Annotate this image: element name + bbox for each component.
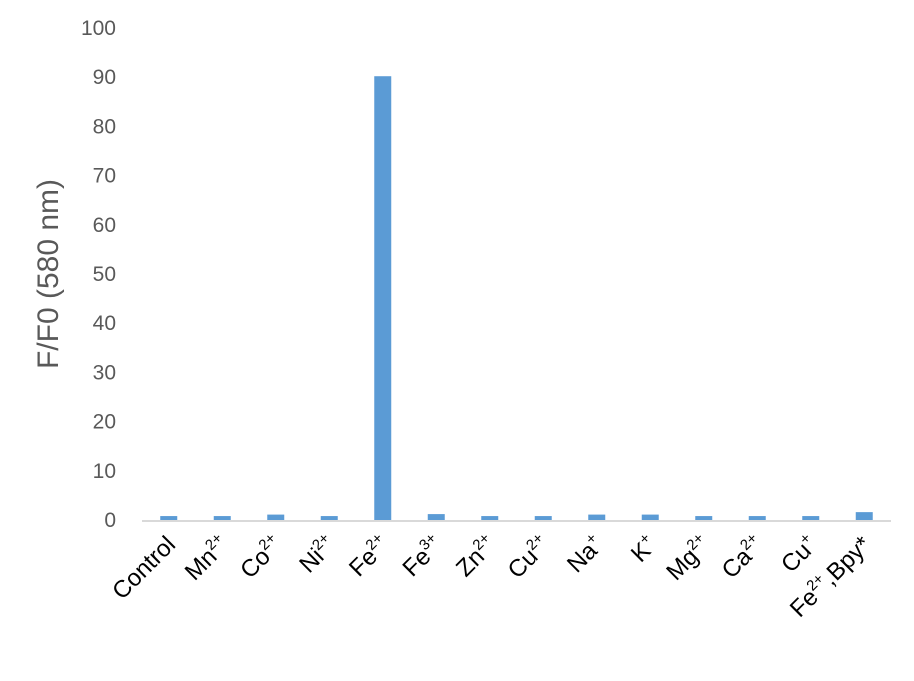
x-tick-label: Mg2+	[660, 530, 716, 586]
y-tick-label: 70	[93, 165, 116, 188]
bar	[802, 516, 820, 520]
bar	[588, 514, 606, 520]
y-axis-ticks: 0 10 20 30 40 50 60 70 80 90 100	[81, 17, 116, 532]
x-tick-label: Co2+	[234, 530, 288, 584]
bar	[641, 514, 659, 520]
x-tick-label: Ca2+	[715, 530, 769, 584]
y-tick-label: 80	[93, 115, 116, 138]
x-tick-label: Control	[107, 531, 181, 605]
y-tick-label: 100	[81, 17, 116, 40]
x-tick-label: Fe3+	[396, 530, 449, 583]
x-tick-label-suffix: ,Bpy*	[817, 531, 877, 591]
y-tick-label: 30	[93, 361, 116, 384]
y-tick-label: 10	[93, 460, 116, 483]
y-tick-label: 60	[93, 214, 116, 237]
y-tick-label: 50	[93, 263, 116, 286]
bar	[374, 76, 392, 520]
x-tick-label: Ni2+	[293, 530, 342, 579]
bar	[160, 516, 178, 520]
bar	[748, 516, 766, 520]
bar	[534, 516, 552, 520]
bar	[267, 514, 285, 520]
bar	[320, 516, 338, 520]
x-tick-label: Mn2+	[178, 530, 234, 586]
y-tick-label: 20	[93, 411, 116, 434]
bar	[695, 516, 713, 520]
bar	[213, 516, 231, 520]
y-tick-label: 40	[93, 312, 116, 335]
y-tick-label: 0	[104, 509, 116, 532]
x-tick-label: Cu2+	[501, 530, 555, 584]
y-tick-label: 90	[93, 66, 116, 89]
x-tick-label: Na+	[561, 530, 610, 579]
x-tick-label-base: Control	[107, 531, 181, 605]
x-tick-label: Zn2+	[450, 530, 503, 583]
x-tick-label: K+	[624, 530, 662, 568]
bars	[160, 76, 873, 520]
bar	[855, 512, 873, 520]
y-axis-label: F/F0 (580 nm)	[32, 179, 65, 369]
x-tick-label: Fe2+	[343, 530, 396, 583]
bar	[427, 514, 445, 520]
bar	[481, 516, 499, 520]
